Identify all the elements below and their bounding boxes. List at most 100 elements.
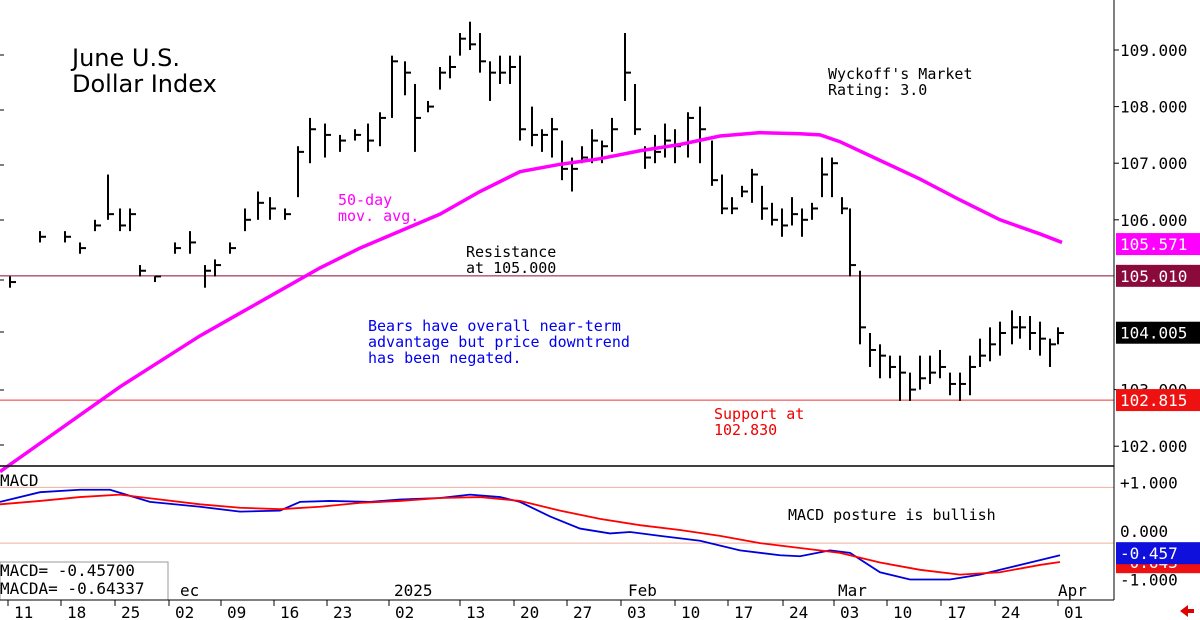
x-tick-label: 13 — [466, 603, 485, 620]
price-bar — [821, 157, 828, 198]
x-axis: 11 18 25 02 09 16 23 02 13 20 27 03 10 17 24 03 10 17 24 01… — [7, 581, 1087, 620]
price-bar — [551, 117, 558, 158]
macda-readout: MACDA= -0.64337 — [0, 579, 145, 598]
price-bar — [791, 197, 798, 226]
month-label: Apr — [1058, 581, 1087, 600]
price-bar — [154, 275, 161, 283]
price-bar — [939, 349, 946, 379]
price-bar — [969, 355, 976, 396]
price-bar — [339, 134, 346, 152]
support-price-tag-label: 102.815 — [1120, 391, 1187, 410]
price-bar — [979, 338, 986, 367]
price-bar — [761, 185, 768, 220]
price-bar — [591, 129, 598, 164]
scroll-left-arrow-icon[interactable] — [1180, 605, 1194, 617]
price-bar — [859, 270, 866, 345]
price-bar — [1039, 321, 1046, 356]
price-bar — [989, 327, 996, 362]
price-bar — [811, 202, 818, 220]
macd-title: MACD — [0, 471, 39, 490]
month-label: Feb — [628, 581, 657, 600]
price-bar — [414, 83, 421, 152]
price-bar — [869, 333, 876, 367]
price-bar — [711, 140, 718, 186]
price-bar — [94, 219, 101, 232]
price-bar — [427, 100, 434, 113]
macd-y-tick-label: +1.000 — [1120, 474, 1178, 493]
price-bar — [611, 117, 618, 152]
support-price-tag: 102.815 — [1116, 389, 1200, 412]
price-bar — [721, 174, 728, 215]
price-bar — [309, 117, 316, 164]
macd-series-macd — [0, 488, 1061, 581]
price-bar — [257, 191, 264, 220]
x-tick-label: 10 — [681, 603, 700, 620]
price-bar — [107, 174, 114, 220]
price-bar — [687, 112, 694, 158]
price-bar — [1049, 338, 1056, 367]
annotation-bears: Bears have overall near-term advantage bu… — [368, 317, 630, 367]
price-bar — [771, 202, 778, 226]
resistance-price-tag-label: 105.010 — [1120, 267, 1187, 286]
price-bar — [751, 168, 758, 203]
price-bar — [949, 372, 956, 396]
price-bar — [541, 129, 548, 152]
price-bar — [129, 208, 136, 232]
price-bar — [664, 123, 671, 158]
price-bar — [531, 106, 538, 147]
price-bar — [561, 140, 568, 181]
price-bar — [449, 55, 456, 79]
price-bar — [831, 157, 838, 198]
x-tick-label: 24 — [789, 603, 808, 620]
macd-y-tick-label: -1.000 — [1120, 571, 1178, 590]
x-tick-label: 02 — [175, 603, 194, 620]
price-bar — [39, 231, 46, 243]
price-bar — [269, 197, 276, 220]
price-bar — [204, 265, 211, 288]
macd-y-tick-label: 0.000 — [1120, 522, 1168, 541]
macd-price-tag: -0.457 — [1116, 542, 1200, 565]
annotations: Wyckoff's Market Rating: 3.0 50-day mov. av… — [338, 65, 973, 439]
price-bar — [999, 321, 1006, 356]
annotation-rating: Wyckoff's Market Rating: 3.0 — [828, 65, 973, 99]
price-bar — [119, 208, 126, 232]
macd-readout: MACD= -0.45700 — [0, 561, 135, 580]
price-bar — [297, 146, 304, 198]
price-bar — [324, 123, 331, 158]
annotation-support: Support at 102.830 — [714, 405, 804, 439]
last-price-tag-label: 104.005 — [1120, 324, 1187, 343]
price-bar — [841, 197, 848, 215]
x-tick-label: 18 — [67, 603, 86, 620]
y-tick-label: 102.000 — [1120, 437, 1187, 456]
x-tick-label: 11 — [14, 603, 33, 620]
x-tick-label: 23 — [333, 603, 352, 620]
price-bar — [519, 55, 526, 141]
y-tick-label: 108.000 — [1120, 98, 1187, 117]
price-bar — [439, 66, 446, 90]
price-bar — [919, 355, 926, 390]
resistance-price-tag: 105.010 — [1116, 264, 1200, 287]
price-bar — [899, 355, 906, 401]
x-tick-label: 24 — [1001, 603, 1020, 620]
ma-price-tag-label: 105.571 — [1120, 235, 1187, 254]
ma-50-line — [0, 130, 1063, 474]
price-bar — [634, 83, 641, 135]
price-bar — [64, 231, 71, 243]
price-panel: 109.000108.000107.000106.000103.000102.0… — [0, 21, 1200, 474]
x-tick-label: 01 — [1064, 603, 1083, 620]
last-price-tag: 104.005 — [1116, 321, 1200, 344]
annotation-ma: 50-day mov. avg. — [338, 191, 419, 225]
price-bar — [139, 265, 146, 277]
x-tick-label: 03 — [627, 603, 646, 620]
price-bar — [174, 242, 181, 254]
price-bar — [879, 344, 886, 379]
price-bar — [509, 55, 516, 84]
price-bar — [1057, 327, 1064, 345]
annotation-resistance: Resistance at 105.000 — [466, 243, 556, 277]
price-bar — [624, 33, 631, 101]
chart-title: June U.S. Dollar Index — [70, 44, 217, 98]
price-bar — [404, 61, 411, 96]
price-bar — [741, 185, 748, 198]
price-bar — [929, 355, 936, 384]
